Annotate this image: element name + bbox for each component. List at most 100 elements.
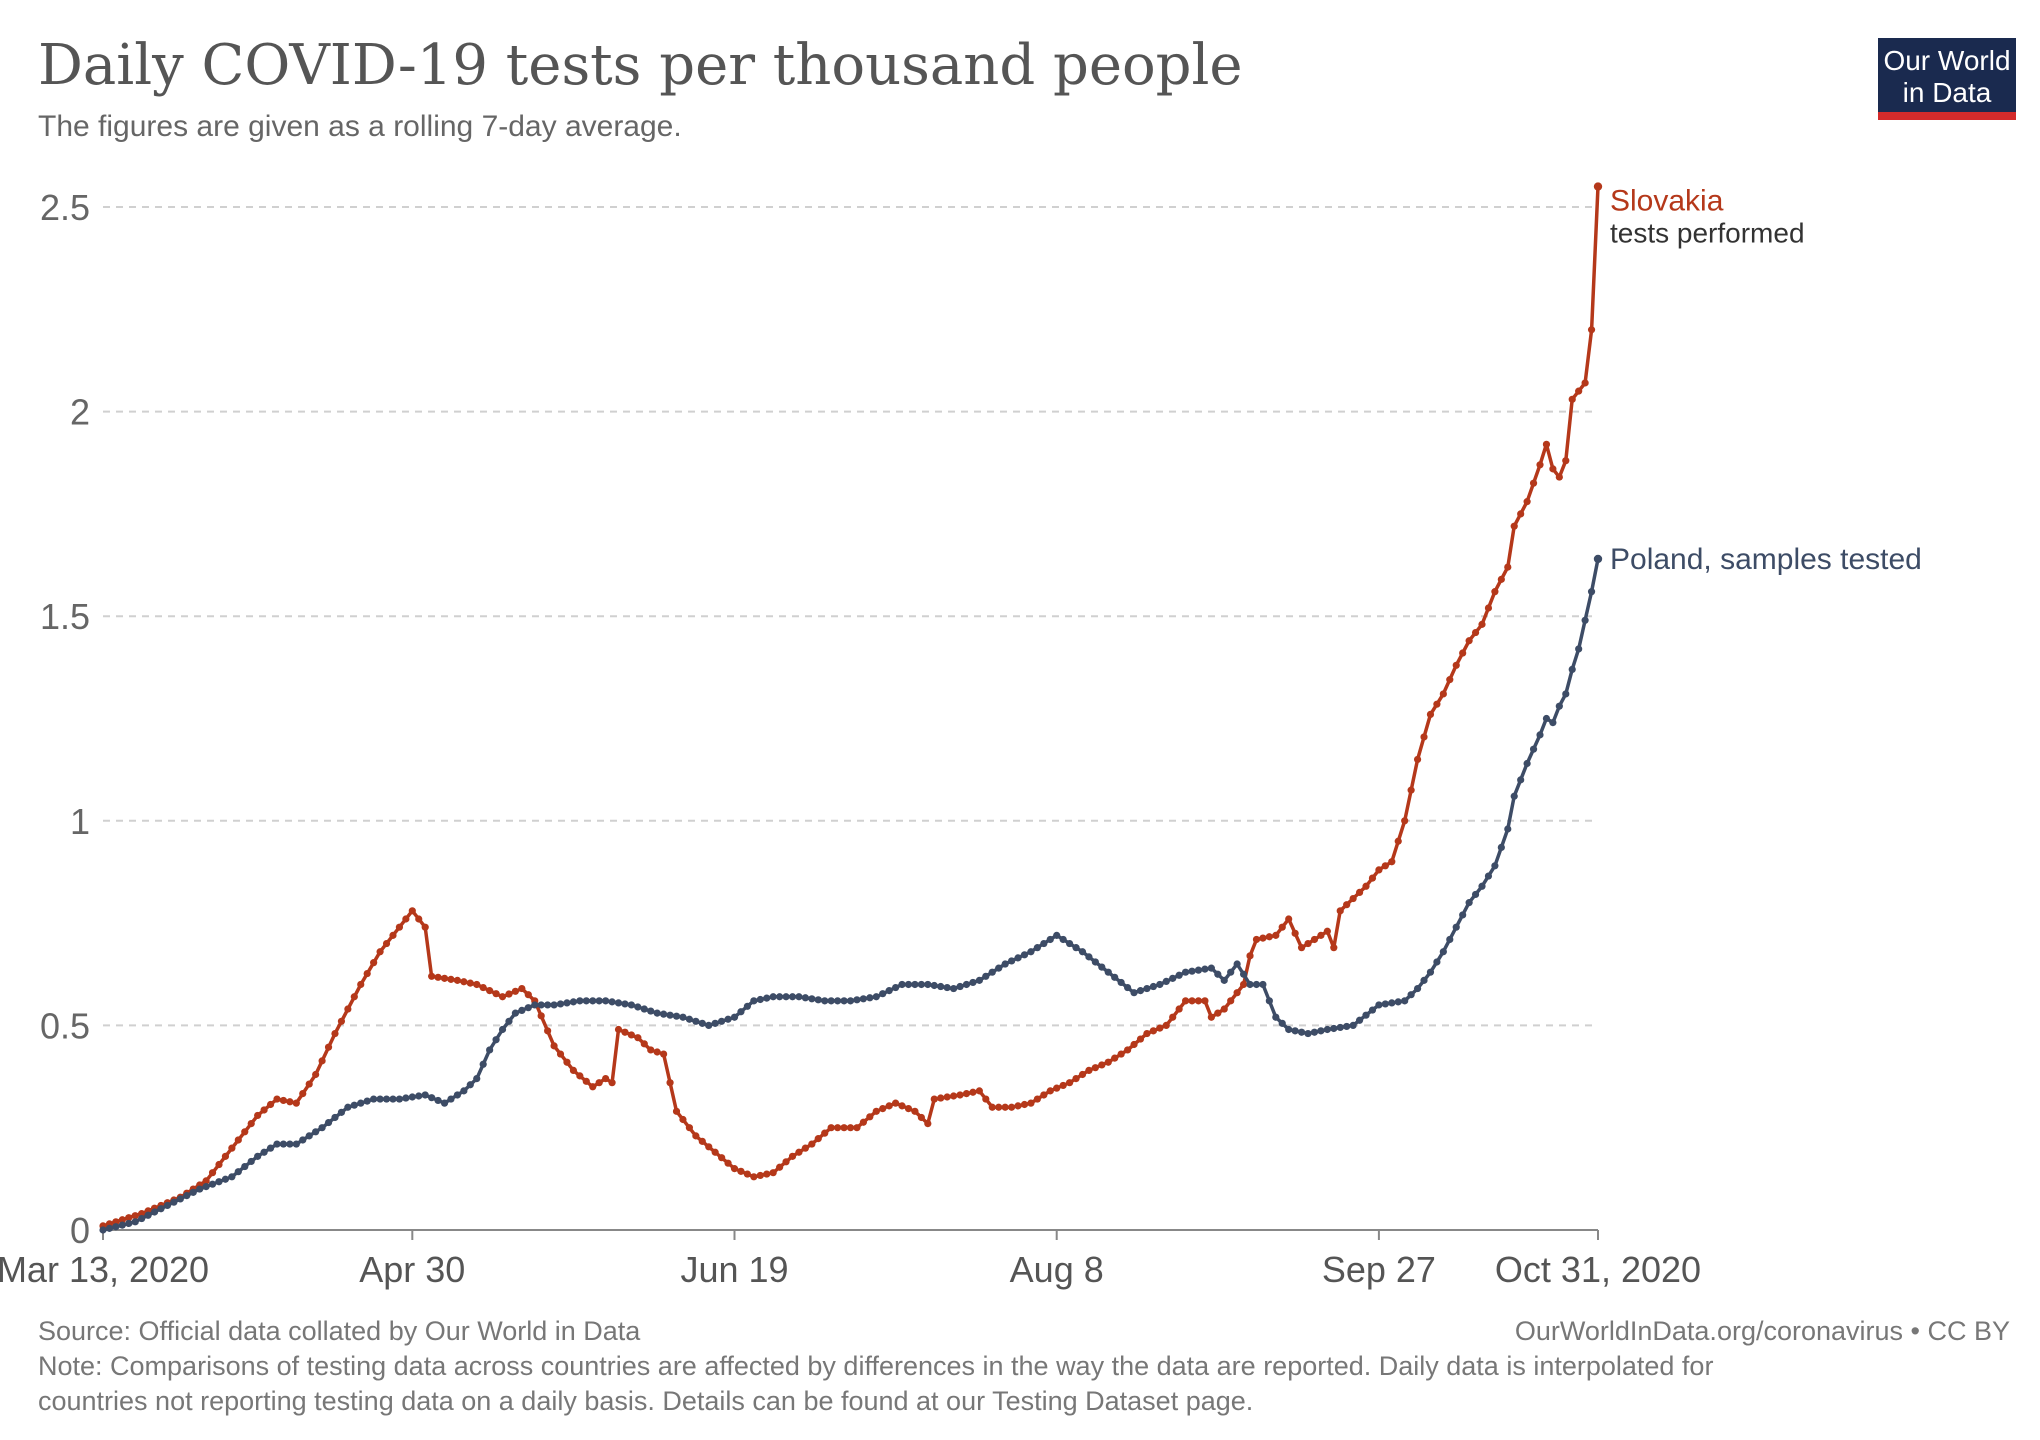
data-point (814, 996, 822, 1004)
series-poland (99, 554, 1603, 1234)
data-point (299, 1136, 307, 1144)
data-point (247, 1120, 255, 1128)
data-point (208, 1169, 217, 1177)
data-point (1291, 1027, 1299, 1035)
data-point (524, 991, 532, 999)
data-point (1478, 620, 1486, 628)
data-point (1207, 964, 1215, 972)
data-point (434, 1096, 442, 1105)
data-point (1459, 911, 1467, 919)
data-point (1020, 1100, 1029, 1109)
data-point (453, 1091, 462, 1099)
data-point (1130, 989, 1138, 997)
data-point (428, 1094, 436, 1102)
license-link[interactable]: OurWorldInData.org/coronavirus • CC BY (1515, 1316, 2010, 1346)
data-point (924, 980, 932, 989)
data-point (1252, 935, 1261, 944)
data-point (1413, 755, 1422, 764)
data-point (1091, 1064, 1099, 1072)
data-point (363, 1097, 371, 1105)
data-point (814, 1135, 822, 1143)
data-point (846, 1124, 855, 1132)
data-point (1194, 966, 1203, 974)
data-point (1446, 676, 1454, 684)
data-point (138, 1214, 146, 1223)
data-point (318, 1124, 326, 1132)
data-point (1246, 980, 1254, 989)
data-point (312, 1070, 320, 1079)
data-point (466, 979, 474, 987)
data-point (492, 990, 500, 998)
data-point (1375, 866, 1383, 874)
data-point (286, 1140, 294, 1148)
data-point (537, 1012, 545, 1020)
data-point (1446, 935, 1454, 944)
data-point (608, 998, 616, 1006)
data-point (1426, 710, 1435, 719)
data-point (776, 1163, 784, 1171)
y-tick-label: 2 (70, 392, 90, 433)
owid-logo[interactable]: Our World in Data (1878, 38, 2016, 120)
data-point (331, 1029, 339, 1038)
data-point (1310, 935, 1319, 944)
data-point (408, 1093, 416, 1101)
data-point (1529, 745, 1538, 753)
data-point (1053, 931, 1061, 939)
data-point (1471, 628, 1480, 637)
data-point (402, 915, 410, 923)
y-tick-label: 1 (70, 801, 90, 842)
data-point (498, 993, 507, 1001)
data-point (1426, 968, 1435, 976)
data-point (962, 1090, 971, 1098)
data-point (982, 1095, 990, 1103)
data-point (544, 1001, 552, 1009)
data-point (1407, 991, 1415, 999)
data-point (602, 1074, 610, 1083)
note-line-1: Note: Comparisons of testing data across… (38, 1351, 1713, 1381)
logo-background (1878, 38, 2016, 114)
data-point (1381, 1000, 1389, 1008)
data-point (492, 1036, 500, 1044)
data-point (254, 1152, 262, 1160)
data-point (318, 1057, 326, 1065)
data-point (1149, 1027, 1157, 1035)
data-point (1465, 637, 1473, 645)
data-point (279, 1140, 288, 1148)
data-point (705, 1021, 713, 1029)
data-point (1291, 929, 1299, 937)
data-point (1214, 1009, 1222, 1017)
data-point (1349, 1021, 1357, 1029)
data-point (634, 1003, 642, 1011)
data-point (1420, 976, 1428, 984)
data-point (1388, 858, 1396, 866)
data-point (853, 996, 861, 1004)
data-point (1188, 997, 1196, 1005)
data-point (1555, 702, 1563, 710)
data-point (1001, 1103, 1009, 1111)
data-point (1259, 934, 1267, 942)
data-point (1252, 980, 1261, 989)
data-point (286, 1098, 294, 1106)
data-point (1201, 965, 1209, 973)
data-point (827, 1124, 835, 1132)
data-point (1394, 837, 1402, 845)
legend-sublabel: tests performed (1610, 218, 1805, 249)
data-point (357, 980, 365, 989)
data-point (170, 1198, 178, 1206)
data-point (879, 990, 887, 998)
data-point (1523, 759, 1531, 768)
data-point (1491, 588, 1499, 596)
data-point (196, 1185, 204, 1193)
data-point (395, 923, 404, 931)
data-point (1536, 731, 1544, 739)
data-point (183, 1192, 191, 1200)
data-point (1562, 457, 1570, 465)
data-point (904, 1105, 913, 1113)
data-point (1078, 1070, 1087, 1079)
data-point (118, 1221, 126, 1229)
data-point (1033, 1095, 1041, 1103)
data-point (1401, 817, 1409, 825)
data-point (376, 1095, 384, 1103)
data-point (569, 998, 578, 1006)
data-point (189, 1188, 197, 1196)
